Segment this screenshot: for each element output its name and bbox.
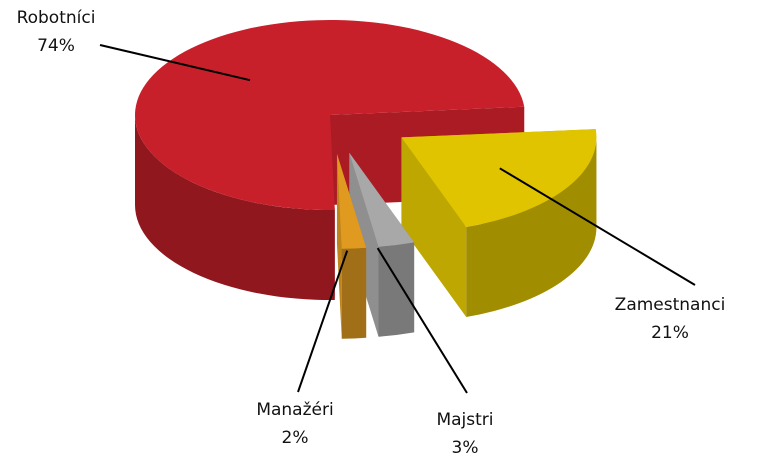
leader-line — [297, 250, 349, 393]
slice-value-label: 21% — [651, 323, 689, 343]
slice-wall — [466, 137, 597, 318]
leader-line — [99, 44, 251, 82]
slice-top — [349, 152, 415, 247]
leader-line — [499, 167, 696, 286]
slice — [336, 153, 367, 339]
slice-label: Robotníci — [17, 8, 96, 28]
slice-face — [336, 153, 342, 339]
slice-wall — [135, 115, 335, 300]
slice-label: Majstri — [436, 410, 493, 430]
slice-value-label: 74% — [37, 36, 75, 56]
slice-top — [135, 19, 525, 211]
slice-label: Zamestnanci — [615, 295, 726, 315]
slice-face — [401, 137, 467, 318]
slice-wall — [378, 242, 415, 337]
leader-line — [376, 247, 468, 394]
slice-value-label: 3% — [452, 438, 479, 458]
slice-top — [401, 129, 597, 228]
slice-value-label: 2% — [282, 428, 309, 448]
slice-top — [336, 153, 367, 249]
slice — [401, 129, 597, 318]
slice-wall — [341, 247, 367, 339]
slice-label: Manažéri — [256, 400, 333, 420]
